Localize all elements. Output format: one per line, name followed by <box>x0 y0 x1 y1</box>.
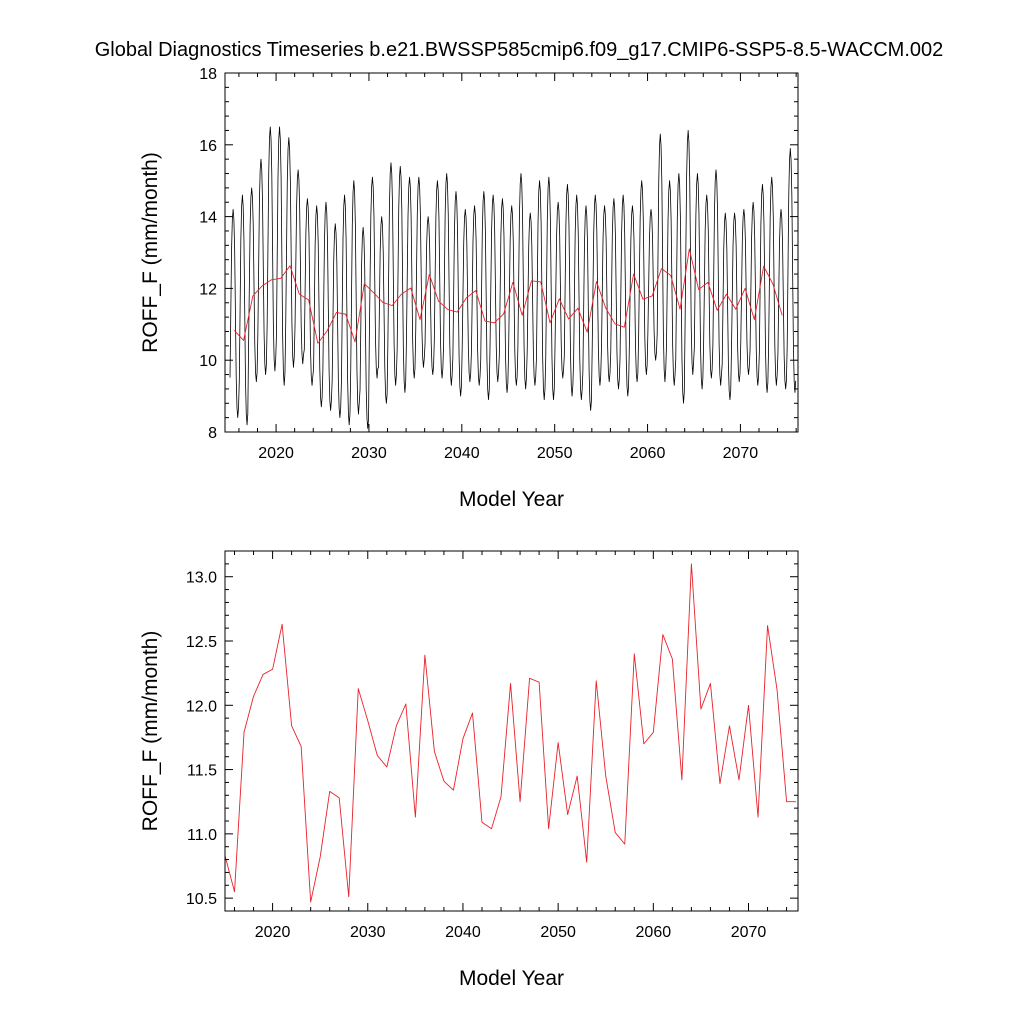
annual-mean-line-top <box>233 248 783 344</box>
y-tick-label: 13.0 <box>186 570 217 587</box>
y-tick-label: 18 <box>199 66 217 83</box>
y-tick-label: 14 <box>199 210 217 227</box>
y-tick-label: 10 <box>199 353 217 370</box>
chart-title: Global Diagnostics Timeseries b.e21.BWSS… <box>95 39 944 61</box>
x-tick-label: 2020 <box>258 445 294 462</box>
x-tick-label: 2060 <box>630 445 666 462</box>
y-tick-label: 10.5 <box>186 891 217 908</box>
monthly-series-line-top <box>229 126 797 429</box>
y-tick-label: 16 <box>199 138 217 155</box>
x-tick-label: 2020 <box>255 924 291 941</box>
y-tick-label: 11.0 <box>187 827 217 844</box>
timeseries-panel-bottom: 2020 2030 2040 2050 2060 2070 10.5 11.0 11.5 12.0… <box>139 550 799 990</box>
y-tick-label: 11.5 <box>187 763 217 780</box>
x-axis-label-bottom: Model Year <box>459 967 564 990</box>
y-tick-label: 8 <box>208 425 217 442</box>
x-axis-label-top: Model Year <box>459 488 564 511</box>
y-axis-label-bottom: ROFF_F (mm/month) <box>139 631 162 832</box>
timeseries-panel-top: 2020 2030 2040 2050 2060 2070 8 10 12 14 16 18 Mode… <box>139 66 799 511</box>
x-tick-label: 2070 <box>731 924 767 941</box>
y-tick-label: 12.0 <box>186 698 217 715</box>
annual-mean-line-bottom <box>225 563 797 903</box>
x-tick-label: 2050 <box>540 924 576 941</box>
plot-frame-top <box>224 72 799 433</box>
x-tick-label: 2030 <box>350 924 386 941</box>
x-tick-label: 2060 <box>636 924 672 941</box>
x-tick-label: 2040 <box>444 445 480 462</box>
x-tick-label: 2070 <box>723 445 759 462</box>
y-tick-label: 12.5 <box>186 634 217 651</box>
x-tick-label: 2030 <box>351 445 387 462</box>
y-tick-label: 12 <box>199 281 217 298</box>
x-tick-label: 2040 <box>445 924 481 941</box>
plot-frame-bottom <box>224 550 799 912</box>
x-tick-label: 2050 <box>537 445 573 462</box>
y-axis-label-top: ROFF_F (mm/month) <box>139 152 162 353</box>
